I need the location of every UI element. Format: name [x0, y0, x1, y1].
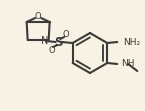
Text: O: O: [35, 12, 41, 21]
Text: N: N: [41, 36, 48, 46]
Text: O: O: [48, 46, 55, 55]
Text: O: O: [62, 30, 69, 39]
Text: S: S: [54, 36, 63, 49]
Text: NH: NH: [121, 59, 135, 68]
Text: NH₂: NH₂: [123, 38, 140, 47]
